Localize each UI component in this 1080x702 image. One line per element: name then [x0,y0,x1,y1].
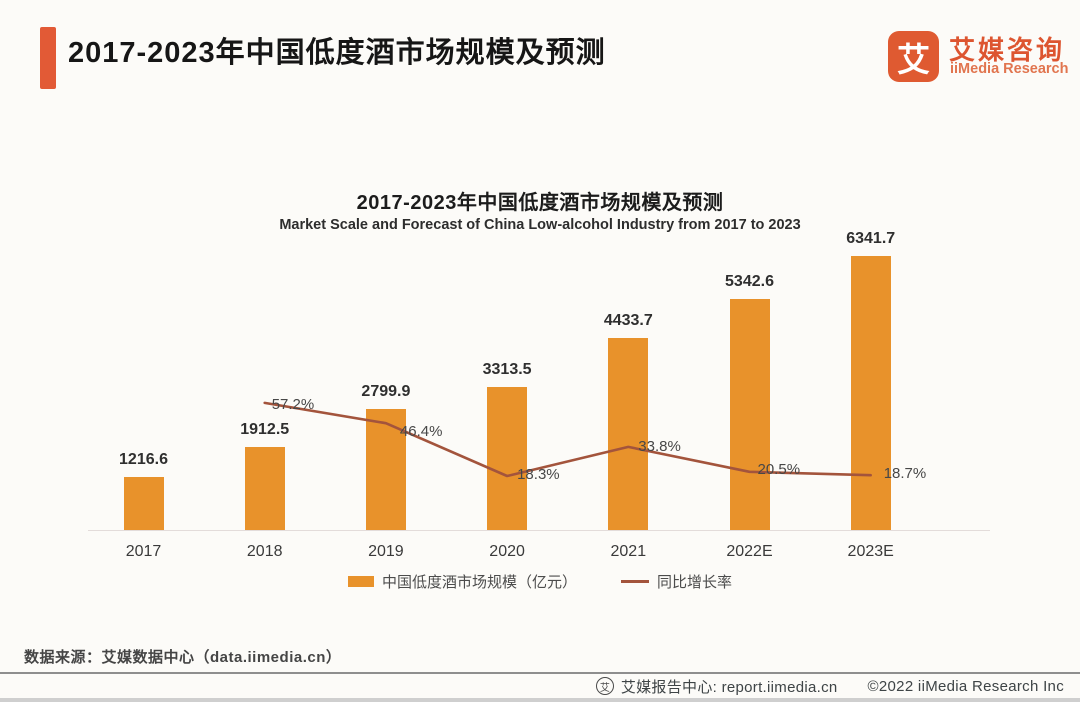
bar-value-label: 5342.6 [725,273,774,290]
iimedia-logo-icon: 艾 [888,31,939,82]
legend-item-market-scale: 中国低度酒市场规模（亿元） [347,571,577,592]
logo-name-en: iiMedia Research [950,61,1069,77]
bar-2023E [850,256,891,530]
x-axis-label-2023E: 2023E [847,543,894,560]
logo-name-cn: 艾媒咨询 [949,35,1066,65]
growth-rate-label: 18.7% [883,465,927,483]
bar-2021 [608,338,649,530]
bottom-strip [0,698,1080,702]
x-axis-label-2022E: 2022E [726,543,773,560]
bar-2020 [487,387,528,530]
chart-title: 2017-2023年中国低度酒市场规模及预测 [356,192,724,214]
report-center-link[interactable]: 艾媒报告中心: report.iimedia.cn [620,678,838,696]
bar-2017 [123,477,164,530]
growth-rate-label: 57.2% [271,395,315,413]
x-axis-label-2020: 2020 [489,543,525,560]
legend-label-growth-rate: 同比增长率 [657,574,733,591]
bar-legend-swatch-icon [347,576,374,587]
bottom-bar: 艾 艾媒报告中心: report.iimedia.cn ©2022 iiMedi… [0,672,1080,698]
x-axis-label-2021: 2021 [610,543,647,560]
report-center-icon: 艾 [595,677,614,695]
bar-value-label: 1912.5 [240,421,290,438]
growth-rate-label: 20.5% [757,460,801,478]
data-source: 数据来源：艾媒数据中心（data.iimedia.cn） [24,649,342,666]
growth-rate-label: 33.8% [638,437,681,455]
bar-value-label: 4433.7 [603,312,653,329]
x-axis-label-2019: 2019 [368,543,404,560]
x-axis-line [88,530,990,531]
bar-2018 [244,447,285,530]
chart-subtitle: Market Scale and Forecast of China Low-a… [279,217,801,233]
legend-label-market-scale: 中国低度酒市场规模（亿元） [381,574,577,591]
chart-legend: 中国低度酒市场规模（亿元） 同比增长率 [0,571,1080,592]
copyright-text: ©2022 iiMedia Research Inc [867,677,1064,695]
legend-item-growth-rate: 同比增长率 [621,571,732,592]
page-title: 2017-2023年中国低度酒市场规模及预测 [68,37,606,69]
bar-2022E [729,299,770,530]
x-axis-label-2018: 2018 [246,543,283,560]
header-accent-bar [40,27,56,89]
bar-value-label: 1216.6 [119,451,168,468]
bar-value-label: 3313.5 [482,361,532,378]
bar-value-label: 2799.9 [361,383,411,400]
growth-rate-label: 46.4% [399,423,443,441]
growth-rate-label: 18.3% [517,465,560,483]
x-axis-label-2017: 2017 [125,543,162,560]
line-legend-swatch-icon [621,580,649,583]
bar-value-label: 6341.7 [846,230,896,247]
logo-glyph: 艾 [897,40,930,78]
